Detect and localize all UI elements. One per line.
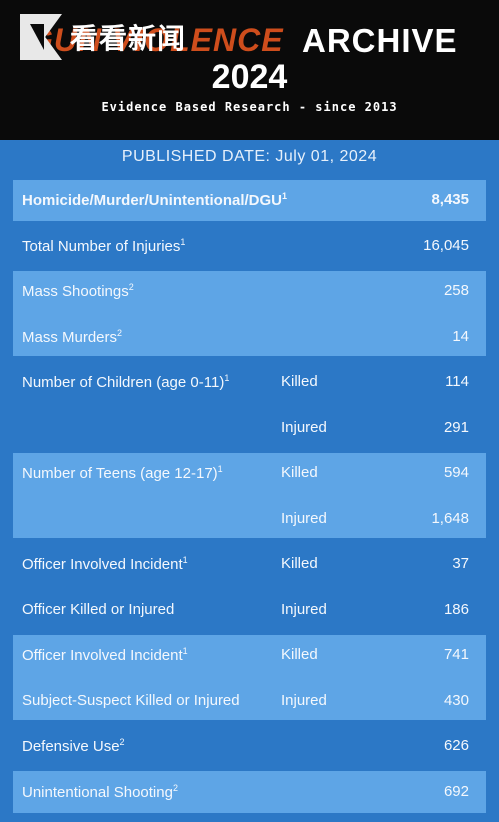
footnote-marker: 1 [224,373,230,383]
table-row: Officer Killed or Injured Injured 186 [0,588,499,634]
stats-table: Homicide/Murder/Unintentional/DGU1 8,435 T… [0,178,499,815]
watermark-icon [20,14,62,60]
row-label: Subject-Suspect Killed or Injured [22,691,240,709]
footnote-marker: 2 [117,327,123,338]
footnote-marker: 2 [119,737,125,747]
table-row: Unintentional Shooting2 692 [0,770,499,816]
row-label: Mass Murders2 [22,327,123,346]
row-sublabel: Injured [281,691,327,709]
published-date: PUBLISHED DATE: July 01, 2024 [121,148,378,165]
row-label: Defensive Use2 [22,737,125,755]
row-value: 1,648 [431,509,469,527]
title-main: ARCHIVE [302,22,458,59]
header: GUN VIOLENCE 看看新闻 ARCHIVE 2024 Evidence … [0,0,499,140]
row-label: Mass Shootings2 [22,282,134,300]
row-value: 430 [443,691,469,709]
row-sublabel: Killed [281,646,318,663]
row-value: 8,435 [431,191,469,208]
row-label: Total Number of Injuries1 [22,236,186,255]
row-label: Number of Children (age 0-11)1 [22,373,230,391]
footnote-marker: 1 [282,191,288,201]
row-value: 291 [443,418,469,436]
footnote-marker: 2 [128,282,134,292]
row-sublabel: Killed [281,373,318,390]
table-row: Officer Involved Incident1 Killed 37 [0,542,499,588]
table-row: Injured 1,648 [0,497,499,543]
row-label: Officer Involved Incident1 [22,555,188,573]
row-value: 186 [443,600,469,618]
table-row: Total Number of Injuries1 16,045 [0,224,499,270]
row-sublabel: Injured [281,600,327,618]
row-label: Officer Killed or Injured [22,600,175,618]
table-row: Injured 291 [0,406,499,452]
row-sublabel: Killed [281,555,318,572]
row-value: 692 [443,782,469,800]
row-sublabel: Injured [281,418,327,436]
row-value: 37 [452,555,469,572]
title-partial: GUN VIOLENCE [28,22,284,58]
table-row: Defensive Use2 626 [0,724,499,770]
footnote-marker: 2 [172,782,178,793]
row-value: 741 [443,646,469,663]
row-label: Officer Involved Incident1 [22,646,188,664]
row-sublabel: Killed [281,464,318,481]
row-value: 114 [445,373,469,390]
row-label: Number of Teens (age 12-17)1 [22,464,223,482]
footnote-marker: 1 [217,464,223,474]
tagline: Evidence Based Research - since 2013 [101,100,398,114]
row-value: 14 [452,327,469,345]
row-label: Homicide/Murder/Unintentional/DGU1 [22,191,288,209]
row-value: 626 [443,737,469,754]
table-row: Officer Involved Incident1 Killed 741 [0,633,499,679]
footnote-marker: 1 [182,646,188,656]
table-row: Number of Teens (age 12-17)1 Killed 594 [0,451,499,497]
watermark-text: 看看新闻 [70,22,187,55]
watermark-logo: 看看新闻 [20,14,186,60]
row-sublabel: Injured [281,509,327,527]
row-label: Unintentional Shooting2 [22,782,178,801]
table-row: Subject-Suspect Killed or Injured Injured… [0,679,499,725]
row-value: 16,045 [423,236,469,254]
table-row: Homicide/Murder/Unintentional/DGU1 8,435 [0,178,499,224]
table-row: Mass Murders2 14 [0,315,499,361]
footnote-marker: 1 [182,555,188,565]
row-value: 594 [443,464,469,481]
footnote-marker: 1 [180,236,186,247]
title-year: 2024 [211,58,288,96]
table-row: Number of Children (age 0-11)1 Killed 114 [0,360,499,406]
table-row: Mass Shootings2 258 [0,269,499,315]
row-value: 258 [443,282,469,299]
